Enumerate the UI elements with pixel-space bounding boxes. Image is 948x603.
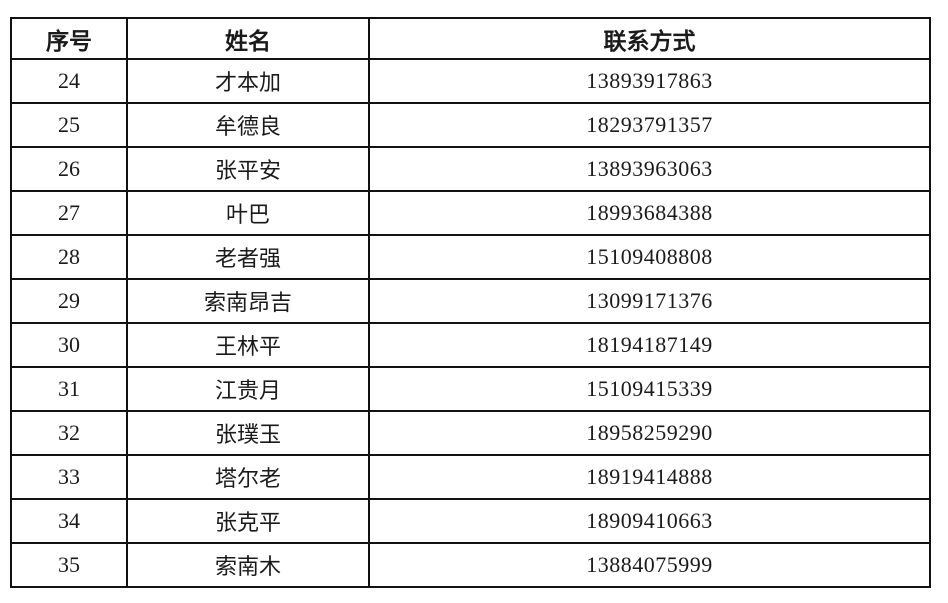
cell-name: 张璞玉 bbox=[126, 410, 370, 456]
cell-name: 塔尔老 bbox=[126, 454, 370, 500]
column-header-name: 姓名 bbox=[126, 17, 370, 60]
header-row: 序号 姓名 联系方式 bbox=[10, 17, 931, 60]
cell-no: 32 bbox=[10, 410, 128, 456]
cell-name: 才本加 bbox=[126, 58, 370, 104]
cell-name: 索南木 bbox=[126, 542, 370, 588]
cell-no: 24 bbox=[10, 58, 128, 104]
cell-phone: 18993684388 bbox=[368, 190, 931, 236]
table-row: 25 牟德良 18293791357 bbox=[10, 102, 931, 148]
table-row: 24 才本加 13893917863 bbox=[10, 58, 931, 104]
cell-no: 29 bbox=[10, 278, 128, 324]
table-row: 29 索南昂吉 13099171376 bbox=[10, 278, 931, 324]
cell-name: 王林平 bbox=[126, 322, 370, 368]
cell-no: 30 bbox=[10, 322, 128, 368]
contact-table: 序号 姓名 联系方式 24 才本加 13893917863 25 牟德良 18293791… bbox=[10, 17, 931, 588]
table-row: 27 叶巴 18993684388 bbox=[10, 190, 931, 236]
column-header-no: 序号 bbox=[10, 17, 128, 60]
cell-no: 35 bbox=[10, 542, 128, 588]
table-row: 31 江贵月 15109415339 bbox=[10, 366, 931, 412]
column-header-phone: 联系方式 bbox=[368, 17, 931, 60]
cell-phone: 15109415339 bbox=[368, 366, 931, 412]
table-row: 28 老者强 15109408808 bbox=[10, 234, 931, 280]
cell-name: 牟德良 bbox=[126, 102, 370, 148]
cell-phone: 18919414888 bbox=[368, 454, 931, 500]
cell-phone: 18909410663 bbox=[368, 498, 931, 544]
cell-no: 34 bbox=[10, 498, 128, 544]
cell-phone: 18293791357 bbox=[368, 102, 931, 148]
cell-no: 31 bbox=[10, 366, 128, 412]
table-row: 34 张克平 18909410663 bbox=[10, 498, 931, 544]
table-row: 30 王林平 18194187149 bbox=[10, 322, 931, 368]
cell-name: 张平安 bbox=[126, 146, 370, 192]
cell-no: 26 bbox=[10, 146, 128, 192]
cell-phone: 18194187149 bbox=[368, 322, 931, 368]
cell-no: 33 bbox=[10, 454, 128, 500]
cell-name: 张克平 bbox=[126, 498, 370, 544]
cell-name: 老者强 bbox=[126, 234, 370, 280]
cell-name: 江贵月 bbox=[126, 366, 370, 412]
table-row: 33 塔尔老 18919414888 bbox=[10, 454, 931, 500]
cell-name: 叶巴 bbox=[126, 190, 370, 236]
cell-phone: 13893963063 bbox=[368, 146, 931, 192]
cell-phone: 15109408808 bbox=[368, 234, 931, 280]
cell-no: 27 bbox=[10, 190, 128, 236]
cell-no: 25 bbox=[10, 102, 128, 148]
cell-phone: 18958259290 bbox=[368, 410, 931, 456]
table-row: 32 张璞玉 18958259290 bbox=[10, 410, 931, 456]
cell-phone: 13893917863 bbox=[368, 58, 931, 104]
cell-phone: 13099171376 bbox=[368, 278, 931, 324]
table-row: 26 张平安 13893963063 bbox=[10, 146, 931, 192]
cell-no: 28 bbox=[10, 234, 128, 280]
cell-name: 索南昂吉 bbox=[126, 278, 370, 324]
table-row: 35 索南木 13884075999 bbox=[10, 542, 931, 588]
cell-phone: 13884075999 bbox=[368, 542, 931, 588]
table-body: 24 才本加 13893917863 25 牟德良 18293791357 26 张平安 138… bbox=[10, 58, 931, 588]
